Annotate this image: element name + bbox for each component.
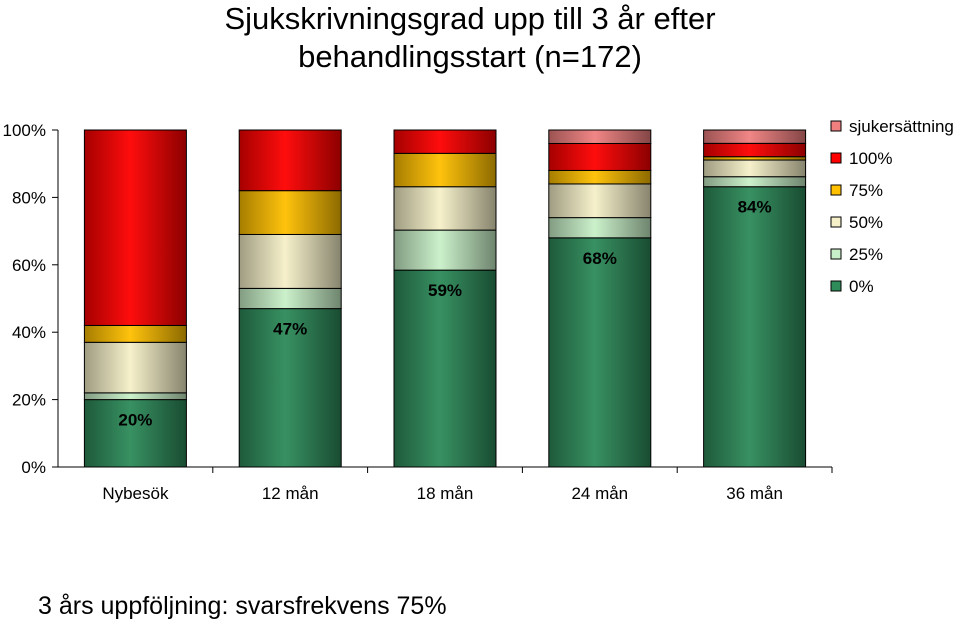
- legend: sjukersättning 100% 75% 50% 25% 0%: [830, 117, 954, 296]
- bar-segment-sjukersättning: [703, 129, 807, 144]
- data-label: 68%: [583, 249, 617, 268]
- bar-segment-0pct: [83, 399, 187, 468]
- legend-label: sjukersättning: [849, 117, 954, 136]
- y-tick-label: 20%: [12, 391, 46, 410]
- chart-title: Sjukskrivningsgrad upp till 3 år efter b…: [0, 0, 940, 76]
- bar-segment-100pct: [83, 129, 187, 326]
- bar-segment-50pct: [548, 183, 652, 219]
- bar-segment-sjukersättning: [548, 129, 652, 144]
- x-tick-label: 36 mån: [726, 484, 783, 503]
- data-label: 59%: [428, 281, 462, 300]
- data-label: 47%: [273, 320, 307, 339]
- bar-segment-25pct: [83, 392, 187, 401]
- y-tick-label: 100%: [3, 121, 46, 140]
- data-label: 20%: [118, 411, 152, 430]
- bar-segment-100pct: [393, 129, 497, 154]
- chart-title-line-1: Sjukskrivningsgrad upp till 3 år efter: [224, 1, 716, 36]
- bar-segment-50pct: [83, 341, 187, 394]
- y-tick-label: 0%: [21, 458, 46, 477]
- legend-label: 25%: [849, 245, 883, 264]
- bar-segment-100pct: [238, 129, 342, 192]
- bar-segment-50pct: [703, 159, 807, 178]
- y-tick-label: 80%: [12, 188, 46, 207]
- bar-segment-50pct: [393, 186, 497, 231]
- bar-segment-50pct: [238, 233, 342, 289]
- bars: 20% 47% 59% 68% 84%: [83, 129, 807, 468]
- bar-segment-75pct: [393, 152, 497, 188]
- bar-segment-75pct: [238, 190, 342, 235]
- bar-segment-100pct: [703, 142, 807, 158]
- bar-segment-0pct: [548, 237, 652, 468]
- bar-segment-25pct: [238, 287, 342, 310]
- bar-segment-75pct: [703, 156, 807, 161]
- legend-label: 0%: [849, 277, 874, 296]
- legend-swatch: [830, 280, 842, 292]
- bar-segment-0pct: [238, 308, 342, 468]
- legend-label: 75%: [849, 181, 883, 200]
- chart-title-line-2: behandlingsstart (n=172): [298, 39, 642, 74]
- y-tick-label: 60%: [12, 256, 46, 275]
- legend-label: 50%: [849, 213, 883, 232]
- bar-segment-25pct: [393, 229, 497, 271]
- legend-swatch: [830, 248, 842, 260]
- legend-swatch: [830, 216, 842, 228]
- response-rate-footer: 3 års uppföljning: svarsfrekvens 75%: [38, 592, 447, 620]
- axes: 0% 20% 40% 60% 80% 100% Nybesök 12 mån 18 mån 24 …: [3, 121, 833, 503]
- bar-segment-25pct: [703, 176, 807, 188]
- bar-segment-0pct: [703, 186, 807, 468]
- legend-swatch: [830, 120, 842, 132]
- x-tick-label: 18 mån: [417, 484, 474, 503]
- bar-segment-100pct: [548, 142, 652, 171]
- bar-segment-75pct: [83, 324, 187, 343]
- data-label: 84%: [738, 198, 772, 217]
- legend-swatch: [830, 152, 842, 164]
- bar-segment-0pct: [393, 269, 497, 468]
- y-tick-label: 40%: [12, 323, 46, 342]
- x-tick-label: 12 mån: [262, 484, 319, 503]
- bar-segment-75pct: [548, 169, 652, 185]
- legend-swatch: [830, 184, 842, 196]
- x-tick-label: Nybesök: [102, 484, 169, 503]
- legend-label: 100%: [849, 149, 892, 168]
- x-tick-label: 24 mån: [571, 484, 628, 503]
- bar-segment-25pct: [548, 217, 652, 239]
